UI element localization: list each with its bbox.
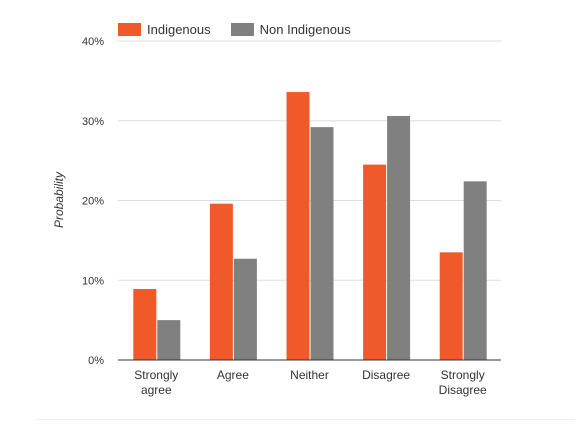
y-tick-label-4: 40% bbox=[82, 36, 104, 48]
legend: Indigenous Non Indigenous bbox=[118, 22, 371, 37]
legend-item-indigenous: Indigenous bbox=[118, 22, 211, 37]
bar-non-indigenous-4 bbox=[463, 181, 487, 360]
y-tick-label-3: 30% bbox=[82, 116, 104, 128]
bar-non-indigenous-0 bbox=[157, 320, 181, 360]
footer-divider bbox=[35, 419, 575, 420]
y-tick-label-0: 0% bbox=[88, 355, 104, 367]
bar-non-indigenous-2 bbox=[310, 127, 334, 360]
x-tick-label-4-line1: Disagree bbox=[439, 383, 487, 397]
bar-indigenous-3 bbox=[363, 164, 387, 360]
legend-label-indigenous: Indigenous bbox=[147, 22, 211, 37]
legend-swatch-indigenous bbox=[118, 23, 141, 36]
x-tick-label-4-line0: Strongly bbox=[441, 368, 485, 382]
x-tick-label-0-line0: Strongly bbox=[134, 368, 178, 382]
y-tick-label-1: 10% bbox=[82, 275, 104, 287]
x-tick-label-3: Disagree bbox=[362, 368, 410, 382]
bar-non-indigenous-3 bbox=[387, 115, 411, 360]
x-tick-label-2: Neither bbox=[290, 368, 329, 382]
legend-label-non-indigenous: Non Indigenous bbox=[259, 22, 351, 37]
bar-indigenous-0 bbox=[133, 289, 157, 360]
bar-non-indigenous-1 bbox=[233, 258, 257, 360]
x-tick-label-1: Agree bbox=[217, 368, 249, 382]
y-tick-label-2: 20% bbox=[82, 196, 104, 208]
legend-item-non-indigenous: Non Indigenous bbox=[230, 22, 351, 37]
bar-indigenous-2 bbox=[286, 92, 310, 360]
bar-indigenous-4 bbox=[439, 252, 463, 360]
x-tick-label-0-line1: agree bbox=[141, 383, 172, 397]
legend-swatch-non-indigenous bbox=[230, 23, 254, 36]
bar-indigenous-1 bbox=[209, 203, 233, 360]
